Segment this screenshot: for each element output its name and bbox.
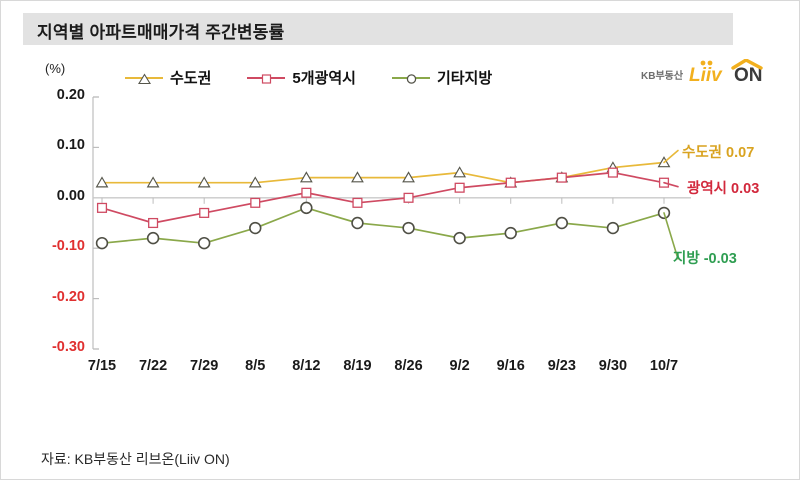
x-axis-tick-label: 9/2 (449, 358, 470, 374)
x-axis-tick-label: 8/19 (343, 358, 372, 374)
chart-legend: 수도권 5개광역시 기타지방 (125, 67, 492, 88)
y-axis-tick-label: -0.10 (51, 238, 85, 255)
x-axis-tick-label: 9/23 (547, 358, 576, 374)
y-axis-tick-label: 0.00 (56, 187, 85, 204)
kb-liiv-on-logo: KB부동산 Liiv ON (641, 58, 771, 89)
x-axis-tick-label: 7/22 (138, 358, 168, 374)
page-title: 지역별 아파트매매가격 주간변동률 (37, 23, 285, 42)
legend-label-jibang: 기타지방 (436, 70, 493, 87)
logo-brand-suffix-text: ON (734, 65, 763, 86)
y-axis-unit-label: (%) (45, 61, 66, 76)
square-marker-icon (247, 71, 286, 85)
x-axis-tick-label: 8/26 (394, 358, 423, 374)
annotation-sudogwon: 수도권 0.07 (682, 144, 755, 161)
legend-label-sudogwon: 수도권 (170, 70, 212, 87)
y-axis-tick-label: 0.10 (56, 137, 85, 154)
logo-brand-text: Liiv (689, 65, 723, 86)
legend-item-jibang[interactable]: 기타지방 (391, 67, 493, 88)
y-axis-tick-label: 0.20 (56, 87, 85, 103)
logo-prefix-text: KB부동산 (641, 69, 684, 82)
legend-item-sudogwon[interactable]: 수도권 (125, 67, 211, 88)
x-axis-tick-label: 9/30 (598, 358, 628, 374)
y-axis-tick-label: -0.30 (51, 339, 85, 355)
x-axis-tick-label: 9/16 (496, 358, 525, 374)
y-axis-tick-label: -0.20 (51, 288, 85, 305)
x-axis-tick-label: 7/29 (190, 358, 219, 374)
legend-label-gwangyeoksi: 5개광역시 (292, 70, 356, 87)
annotation-gwangyeoksi: 광역시 0.03 (687, 180, 760, 197)
legend-item-gwangyeoksi[interactable]: 5개광역시 (247, 67, 356, 88)
triangle-marker-icon (125, 71, 163, 85)
x-axis-tick-label: 8/12 (292, 358, 321, 374)
circle-marker-icon (391, 71, 430, 85)
x-axis-tick-label: 8/5 (245, 358, 266, 374)
source-footer: 자료: KB부동산 리브온(Liiv ON) (41, 451, 230, 467)
annotation-jibang: 지방 -0.03 (673, 250, 737, 267)
x-axis-tick-label: 7/15 (87, 358, 117, 374)
x-axis-tick-label: 10/7 (649, 358, 679, 374)
title-bar (23, 13, 733, 45)
